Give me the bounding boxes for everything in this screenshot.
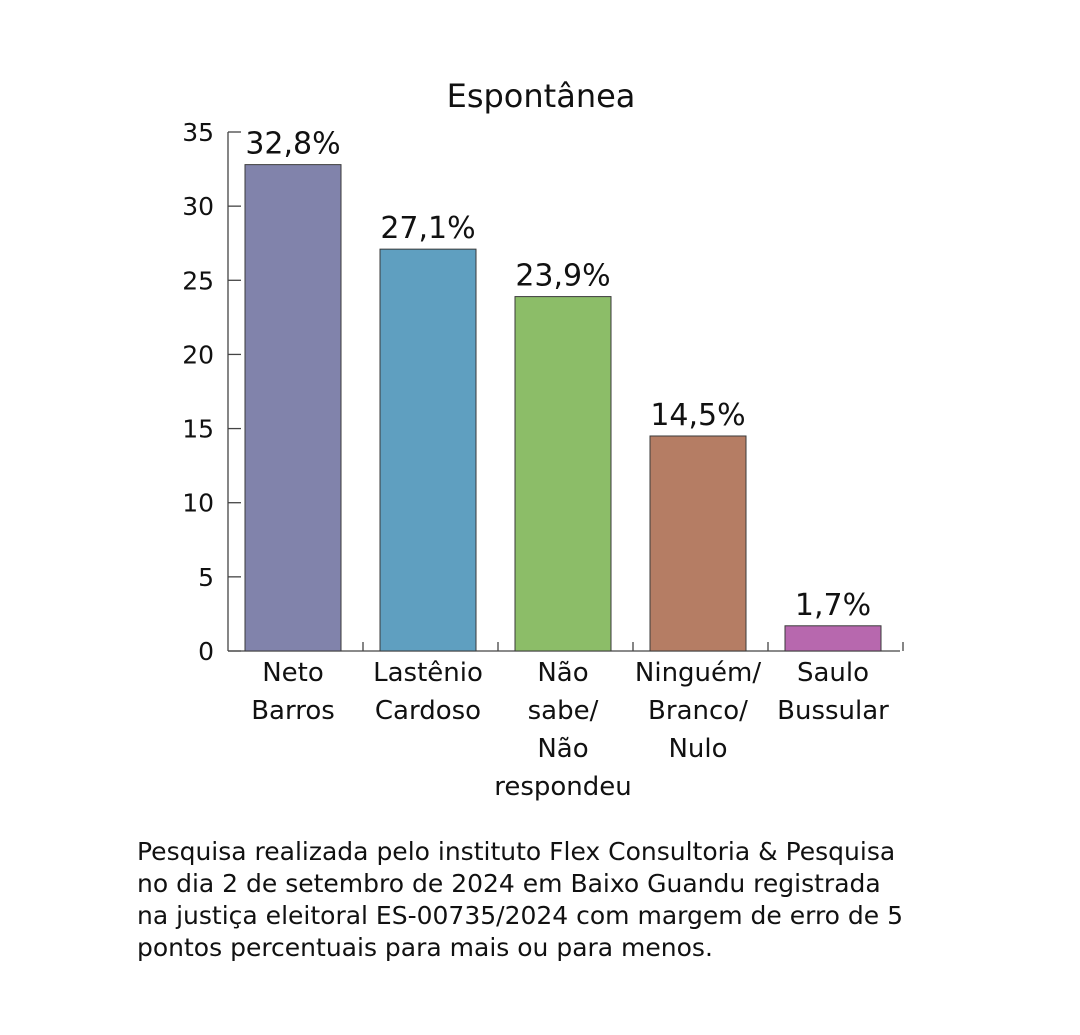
category-label: Lastênio — [373, 658, 483, 688]
bar-chart: Espontânea 0 5 10 15 20 25 30 35 32,8% 27,1% 23,9… — [182, 77, 904, 802]
category-label: Nulo — [668, 734, 727, 764]
data-label: 14,5% — [650, 398, 745, 433]
data-label: 27,1% — [380, 211, 475, 246]
y-tick-label: 35 — [182, 118, 214, 147]
bar — [379, 248, 477, 652]
bar — [649, 435, 747, 652]
axes: 0 5 10 15 20 25 30 35 — [182, 118, 904, 666]
footnote-line: Pesquisa realizada pelo instituto Flex C… — [137, 837, 896, 866]
bar — [784, 625, 882, 652]
y-tick-label: 10 — [182, 489, 214, 518]
y-tick-label: 15 — [182, 415, 214, 444]
footnote-line: no dia 2 de setembro de 2024 em Baixo Gu… — [137, 869, 881, 898]
y-tick-label: 5 — [198, 563, 214, 592]
y-tick-label: 20 — [182, 340, 214, 369]
chart-title: Espontânea — [447, 77, 636, 115]
footnote: Pesquisa realizada pelo instituto Flex C… — [137, 836, 997, 964]
category-label: Neto — [262, 658, 324, 688]
category-label: Bussular — [777, 696, 889, 726]
data-label: 23,9% — [515, 259, 610, 294]
footnote-line: na justiça eleitoral ES-00735/2024 com m… — [137, 901, 904, 930]
category-label: Não — [537, 658, 588, 688]
bar — [514, 296, 612, 652]
category-labels: Neto Barros Lastênio Cardoso Não sabe/Não resp… — [251, 658, 889, 802]
data-label: 1,7% — [795, 588, 871, 623]
y-tick-label: 25 — [182, 266, 214, 295]
footnote-line: pontos percentuais para mais ou para men… — [137, 933, 713, 962]
data-labels: 32,8% 27,1% 23,9% 14,5% 1,7% — [245, 127, 871, 623]
bars — [244, 164, 882, 652]
category-label: Não — [537, 734, 588, 764]
data-label: 32,8% — [245, 127, 340, 162]
category-label: Ninguém/ — [635, 658, 761, 688]
category-label: Branco/ — [648, 696, 748, 726]
category-label: respondeu — [494, 772, 632, 802]
y-tick-label: 0 — [198, 637, 214, 666]
category-label: Barros — [251, 696, 335, 726]
category-label: sabe/ — [528, 696, 599, 726]
bar — [244, 164, 342, 652]
category-label: Saulo — [797, 658, 869, 688]
category-label: Cardoso — [375, 696, 481, 726]
y-tick-label: 30 — [182, 192, 214, 221]
